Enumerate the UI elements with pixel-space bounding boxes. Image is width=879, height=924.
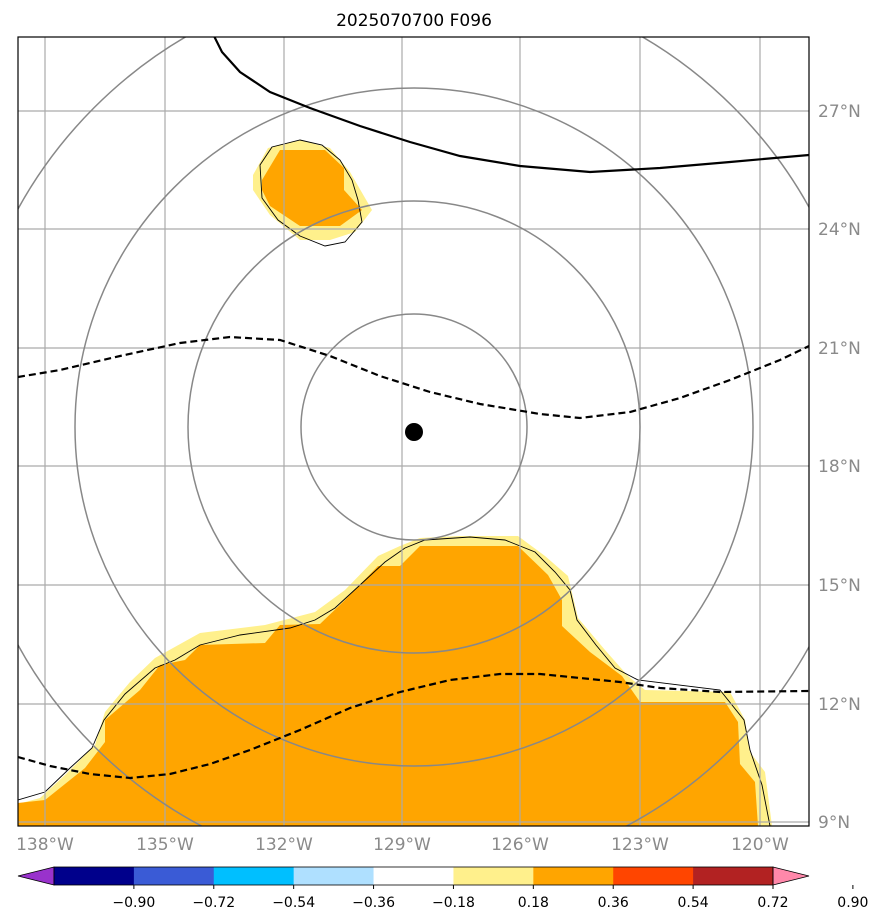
colorbar-segment <box>373 867 454 885</box>
lon-tick-label: 129°W <box>373 835 431 855</box>
anomaly-outline-contours <box>18 139 771 826</box>
colorbar-segment <box>54 867 135 885</box>
colorbar-segment <box>613 867 694 885</box>
lat-tick-label: 9°N <box>818 813 850 833</box>
lon-tick-label: 120°W <box>731 835 789 855</box>
lat-tick-label: 12°N <box>818 695 861 715</box>
anomaly-fill-mid <box>18 150 758 826</box>
colorbar: −0.90 −0.72 −0.54 −0.36 −0.18 0.18 0.36 0.54 0.7… <box>17 866 868 911</box>
colorbar-segment <box>453 867 534 885</box>
lat-tick-label: 24°N <box>818 220 861 240</box>
colorbar-label: −0.72 <box>192 895 235 911</box>
colorbar-label: 0.72 <box>757 895 788 911</box>
lat-tick-label: 15°N <box>818 576 861 596</box>
lat-tick-label: 18°N <box>818 457 861 477</box>
lon-tick-label: 126°W <box>491 835 549 855</box>
lon-tick-label: 138°W <box>16 835 74 855</box>
map-frame <box>17 36 810 827</box>
solid-contour <box>213 37 809 174</box>
lon-tick-label: 123°W <box>611 835 669 855</box>
colorbar-label: 0.54 <box>678 895 709 911</box>
map-title: 2025070700 F096 <box>336 11 492 31</box>
colorbar-label: 0.36 <box>598 895 629 911</box>
colorbar-segment <box>293 867 375 885</box>
colorbar-label: −0.54 <box>272 895 315 911</box>
colorbar-extend-high <box>772 866 810 886</box>
colorbar-segment <box>533 867 614 885</box>
lat-tick-labels: 27°N 24°N 21°N 18°N 15°N 12°N 9°N <box>818 102 861 833</box>
colorbar-segment <box>133 867 215 885</box>
map-area <box>18 37 809 826</box>
colorbar-segment <box>693 867 774 885</box>
storm-center-dot-icon <box>405 423 423 441</box>
colorbar-label: −0.36 <box>352 895 395 911</box>
colorbar-label: 0.18 <box>518 895 549 911</box>
colorbar-label: −0.90 <box>112 895 155 911</box>
lon-tick-label: 132°W <box>255 835 313 855</box>
colorbar-frame <box>53 866 774 886</box>
lat-tick-label: 27°N <box>818 102 861 122</box>
lat-tick-label: 21°N <box>818 339 861 359</box>
lon-tick-label: 135°W <box>136 835 194 855</box>
colorbar-label: 0.90 <box>837 895 868 911</box>
colorbar-extend-low <box>17 866 55 886</box>
colorbar-label: −0.18 <box>432 895 475 911</box>
colorbar-segment <box>213 867 295 885</box>
dashed-contours <box>18 335 809 780</box>
lon-tick-labels: 138°W 135°W 132°W 129°W 126°W 123°W 120°… <box>16 835 789 855</box>
range-rings <box>18 37 809 826</box>
